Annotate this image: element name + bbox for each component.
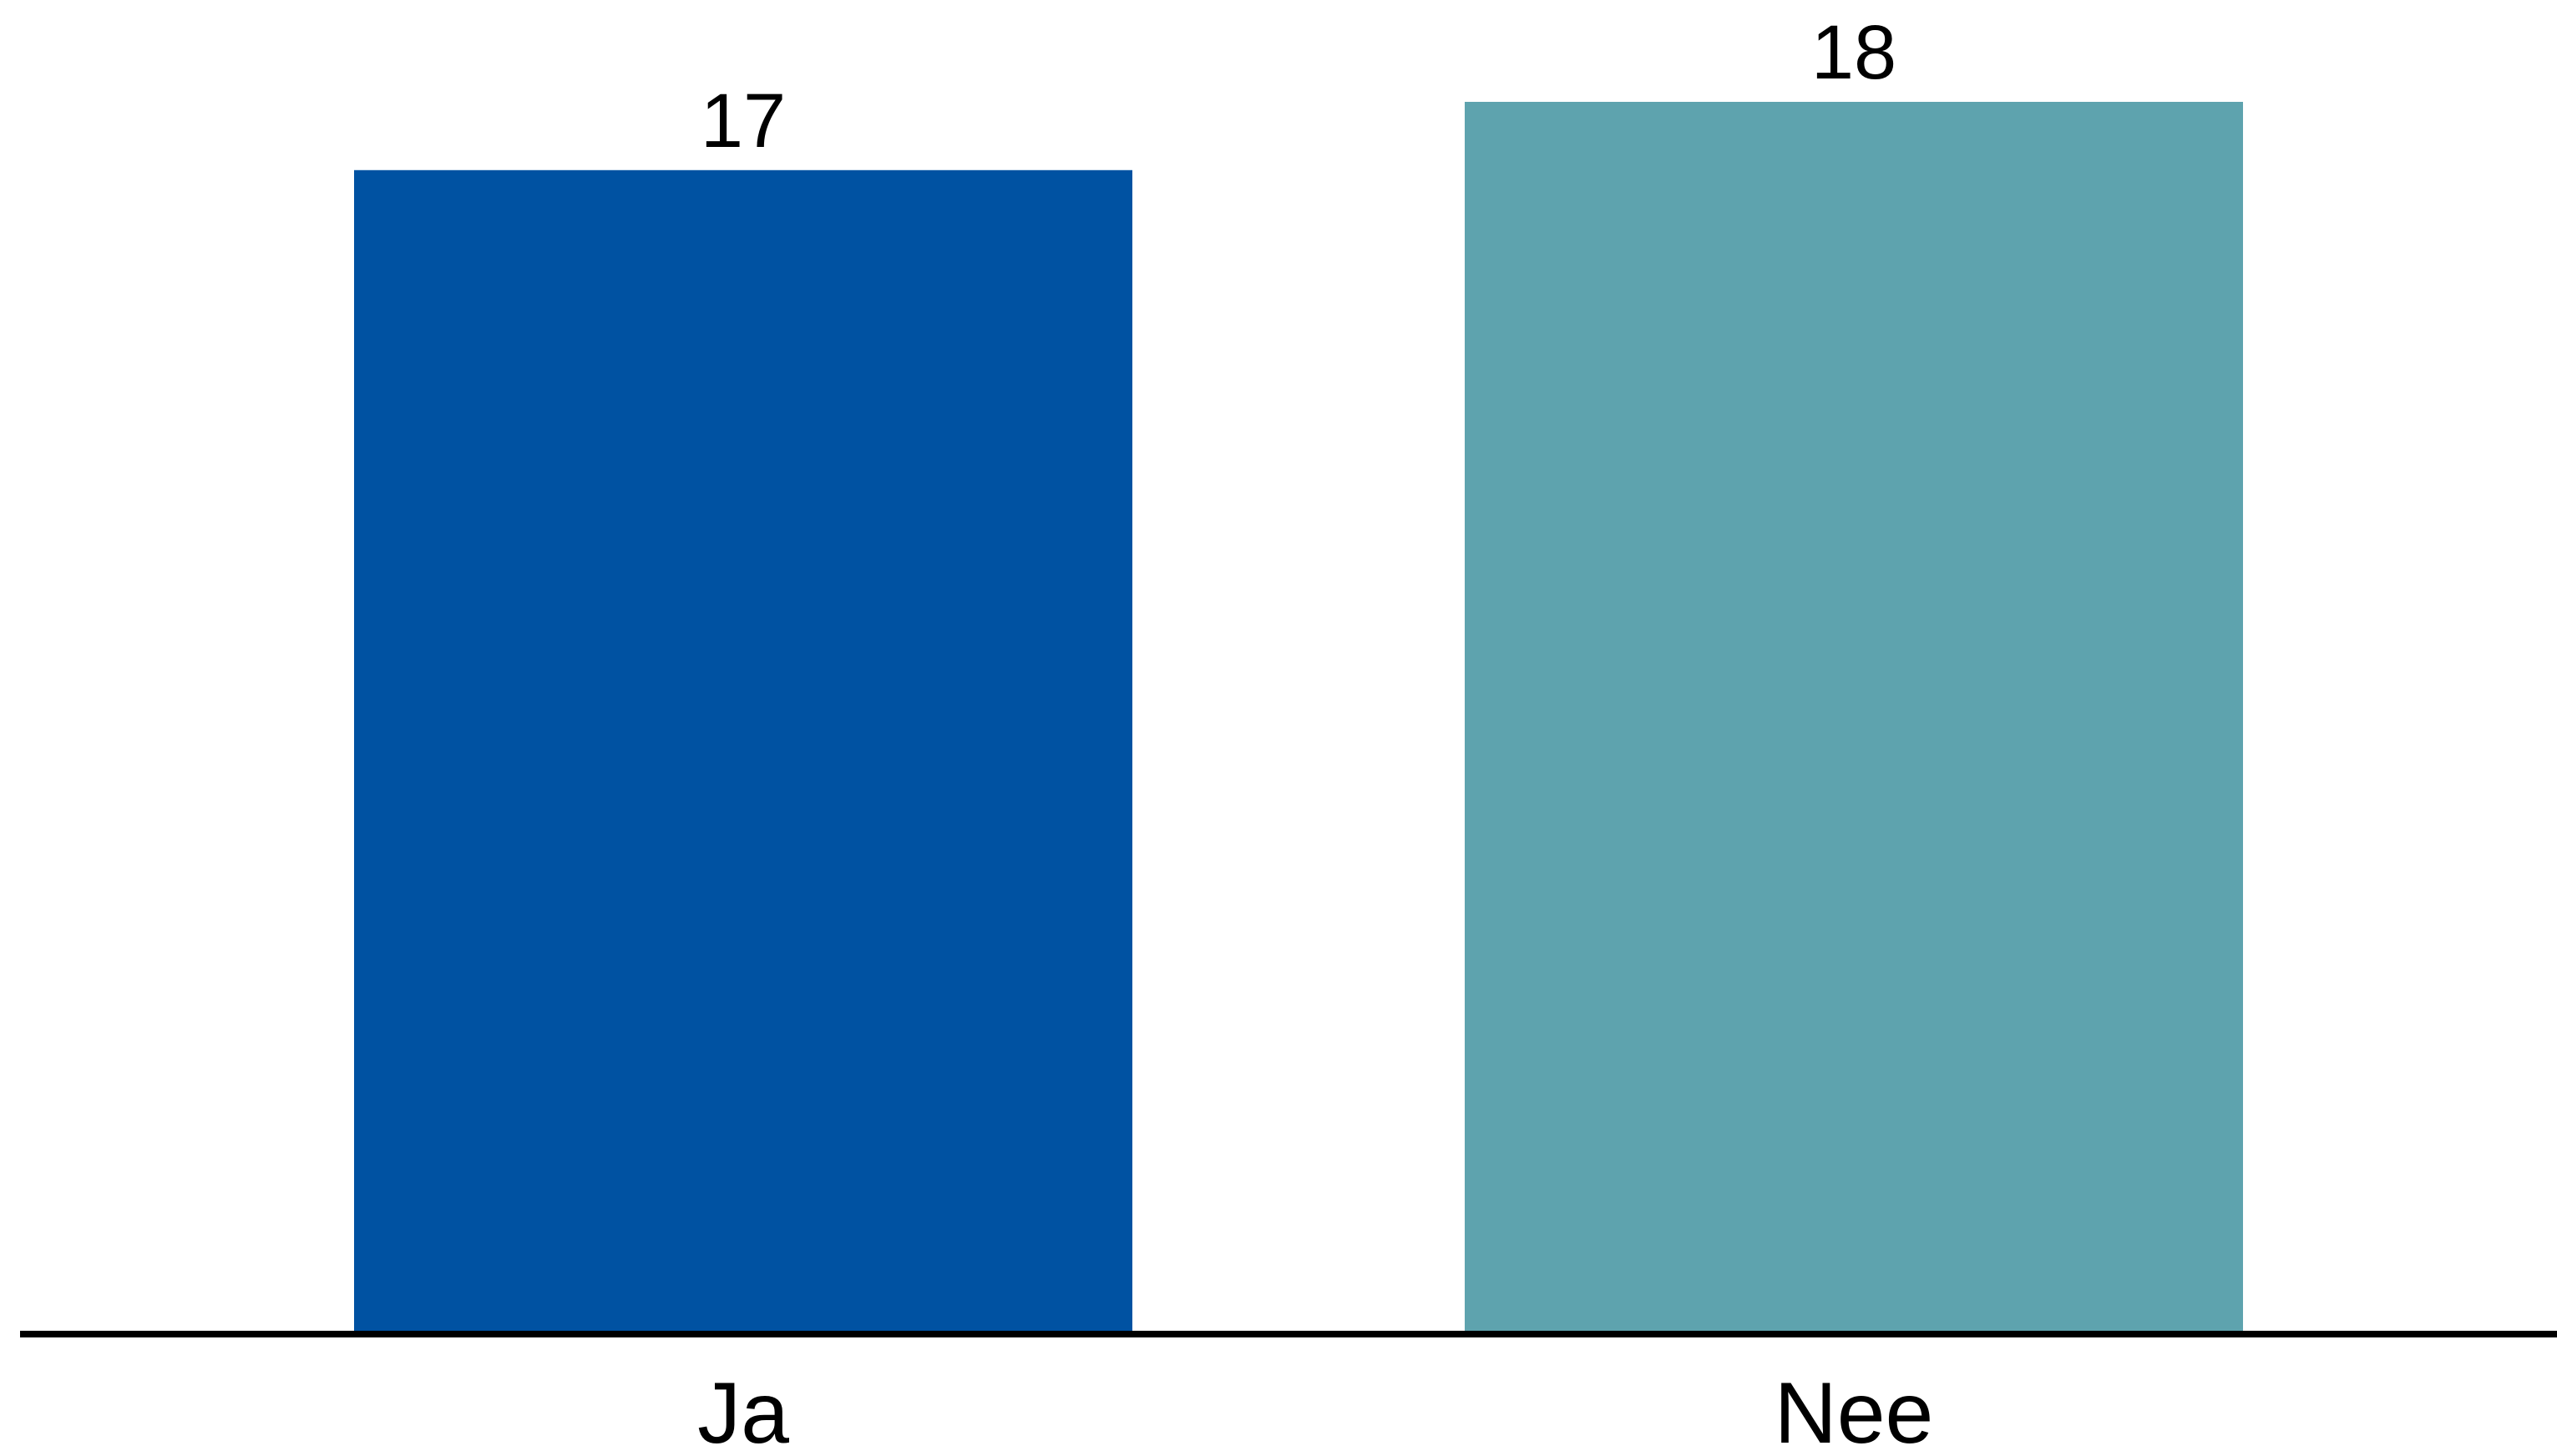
x-tick-label-ja: Ja: [697, 1365, 789, 1456]
x-tick-labels-group: Ja Nee: [697, 1365, 1933, 1456]
bar-nee: [1465, 102, 2243, 1331]
data-label-nee: 18: [1811, 10, 1896, 95]
x-tick-label-nee: Nee: [1775, 1365, 1934, 1456]
bars-group: [354, 102, 2243, 1331]
data-label-ja: 17: [701, 78, 786, 164]
bar-ja: [354, 169, 1132, 1331]
